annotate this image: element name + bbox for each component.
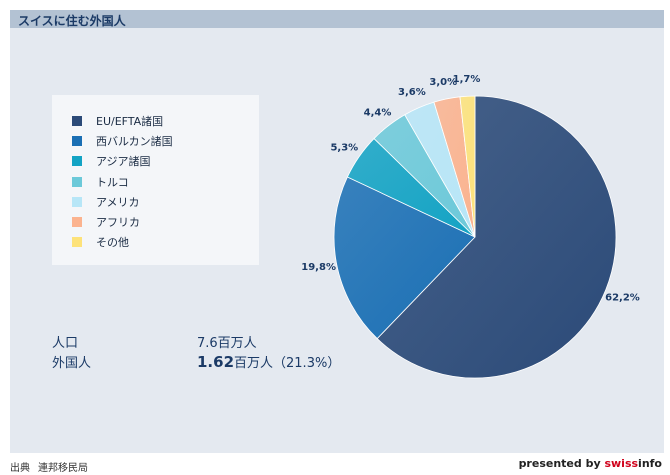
legend: EU/EFTA諸国 西バルカン諸国 アジア諸国トルコアメリカアフリカその他 [52,95,259,265]
legend-item: トルコ [72,175,129,189]
legend-label: その他 [96,236,129,250]
slice-value-label: 4,4% [364,107,392,118]
pie-slice [376,95,617,379]
source-name: 連邦移民局 [38,463,88,474]
legend-swatch [72,196,82,207]
pie-slice [333,176,476,340]
legend-label: トルコ [96,175,129,189]
credit-brand-info: info [638,457,662,470]
legend-swatch [72,116,82,126]
foreign-value: 1.62百万人（21.3%） [197,352,340,371]
slice-value-label: 3,6% [398,87,426,98]
header-bar [10,10,664,28]
credit-brand-swiss: swiss [604,457,639,470]
legend-swatch [72,156,82,167]
population-label: 人口 [52,336,79,351]
legend-item: アジア諸国 [72,154,151,168]
slice-value-label: 19,8% [301,262,336,273]
slice-value-label: 3,0% [429,77,457,88]
legend-label: アフリカ [96,216,140,229]
foreign-row: 外国人 1.62百万人（21.3%） [52,352,372,372]
foreign-value-unit: 百万人（21.3%） [234,356,341,371]
foreign-value-number: 1.62 [197,353,235,371]
legend-item: アメリカ [72,195,139,209]
foreign-label: 外国人 [52,356,92,371]
slice-value-label: 5,3% [330,142,358,153]
pie-slice [459,95,476,238]
legend-label: 西バルカン諸国 [96,135,173,149]
legend-item: その他 [72,235,129,249]
legend-swatch [72,176,82,187]
credit-prefix: presented by [518,457,605,470]
population-value: 7.6百万人 [197,336,257,351]
legend-label: アジア諸国 [96,155,151,169]
legend-swatch [72,217,82,227]
source-note: 出典 連邦移民局 [10,459,88,474]
legend-swatch [72,136,82,147]
legend-item: EU/EFTA諸国 [72,114,163,128]
legend-swatch [72,237,82,248]
legend-label: アメリカ [96,195,140,209]
legend-item: 西バルカン諸国 [72,134,173,148]
credit[interactable]: presented by swissinfo [519,457,662,470]
slice-value-label: 1,7% [453,74,481,85]
slice-value-label: 62,2% [605,292,640,303]
chart-title: スイスに住む外国人 [18,14,126,28]
legend-label: EU/EFTA諸国 [96,115,164,128]
source-label: 出典 [10,463,30,474]
population-row: 人口 7.6百万人 [52,332,372,352]
legend-item: アフリカ [72,215,140,229]
